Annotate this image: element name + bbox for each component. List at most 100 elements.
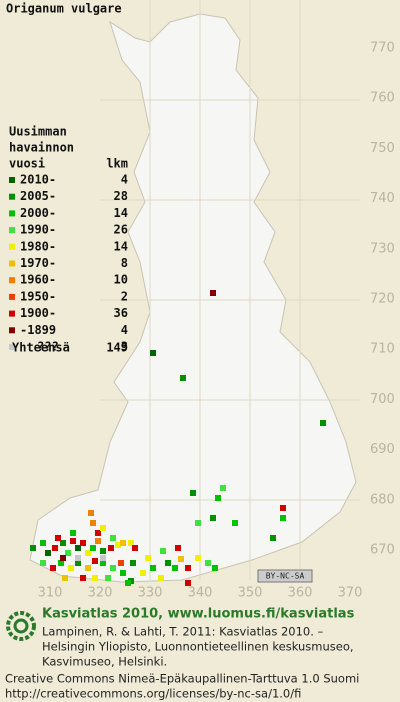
logo-core <box>13 618 29 634</box>
observation-square <box>180 375 186 381</box>
y-axis-label: 720 <box>370 292 395 307</box>
citation: Helsingin Yliopisto, Luonnontieteellinen… <box>42 640 354 654</box>
observation-square <box>195 520 201 526</box>
legend-count: 3 <box>121 340 128 354</box>
license-badge-text: BY-NC-SA <box>266 572 305 581</box>
legend-swatch <box>9 277 15 284</box>
observation-square <box>75 555 81 561</box>
observation-square <box>90 520 96 526</box>
observation-square <box>215 495 221 501</box>
legend-count: 36 <box>114 306 128 320</box>
observation-square <box>160 548 166 554</box>
observation-square <box>108 545 114 551</box>
observation-square <box>158 575 164 581</box>
observation-square <box>220 485 226 491</box>
observation-square <box>58 560 64 566</box>
observation-square <box>185 580 191 586</box>
legend-label: ??? <box>37 340 59 354</box>
observation-square <box>85 550 91 556</box>
observation-square <box>210 515 216 521</box>
x-axis-label: 340 <box>188 586 213 601</box>
legend-label: 1970- <box>20 256 56 270</box>
grid <box>100 0 360 580</box>
legend-count: 10 <box>114 273 128 287</box>
finland-outline <box>29 13 357 583</box>
observation-square <box>150 350 156 356</box>
observation-square <box>90 545 96 551</box>
observation-squares <box>30 290 326 586</box>
x-axis-label: 350 <box>238 586 263 601</box>
observation-square <box>70 538 76 544</box>
license: Creative Commons Nimeä-Epäkaupallinen-Ta… <box>5 672 359 686</box>
legend-swatch <box>9 327 15 334</box>
observation-square <box>110 565 116 571</box>
observation-square <box>100 548 106 554</box>
legend-label: 1950- <box>20 289 56 303</box>
legend-label: 2000- <box>20 206 56 220</box>
legend-count: 28 <box>114 189 128 203</box>
observation-square <box>210 290 216 296</box>
observation-square <box>40 540 46 546</box>
observation-square <box>105 575 111 581</box>
observation-square <box>175 545 181 551</box>
observation-square <box>100 555 106 561</box>
observation-square <box>140 570 146 576</box>
observation-square <box>165 560 171 566</box>
observation-square <box>55 535 61 541</box>
observation-square <box>52 545 58 551</box>
observation-square <box>280 505 286 511</box>
y-axis-label: 770 <box>370 41 395 56</box>
legend-swatch <box>9 227 15 234</box>
observation-square <box>92 558 98 564</box>
observation-square <box>60 555 66 561</box>
observation-square <box>120 540 126 546</box>
legend-label: 1990- <box>20 223 56 237</box>
observation-square <box>232 520 238 526</box>
observation-square <box>75 545 81 551</box>
legend-heading: vuosi <box>9 157 45 171</box>
legend-swatch <box>9 293 15 300</box>
observation-square <box>30 545 36 551</box>
observation-square <box>100 525 106 531</box>
legend-label: 1900- <box>20 306 56 320</box>
observation-square <box>115 542 121 548</box>
observation-square <box>212 565 218 571</box>
legend-heading: havainnon <box>9 141 74 155</box>
observation-square <box>88 510 94 516</box>
legend-count: 14 <box>114 206 128 220</box>
observation-square <box>45 550 51 556</box>
legend-label: 2010- <box>20 173 56 187</box>
title: Origanum vulgare <box>6 2 122 16</box>
x-axis-label: 320 <box>88 586 113 601</box>
legend-count: 8 <box>121 256 128 270</box>
legend-count: 2 <box>121 289 128 303</box>
observation-square <box>100 560 106 566</box>
logo <box>6 611 36 641</box>
legend-swatch <box>9 193 15 200</box>
observation-square <box>195 555 201 561</box>
observation-square <box>118 560 124 566</box>
observation-square <box>320 420 326 426</box>
observation-square <box>60 540 66 546</box>
observation-square <box>68 565 74 571</box>
observation-square <box>62 575 68 581</box>
legend-swatch <box>9 210 15 217</box>
observation-square <box>80 575 86 581</box>
observation-square <box>128 540 134 546</box>
observation-square <box>110 535 116 541</box>
license-badge <box>257 569 313 583</box>
legend-count: 14 <box>114 239 128 253</box>
legend-swatch <box>9 177 15 183</box>
observation-square <box>125 580 131 586</box>
legend-count: 4 <box>121 173 128 187</box>
logo-ring <box>6 611 36 641</box>
observation-square <box>75 560 81 566</box>
total-count: 149 <box>106 341 128 355</box>
observation-square <box>80 540 86 546</box>
citation: Kasvimuseo, Helsinki. <box>42 655 167 669</box>
site-title: Kasviatlas 2010, www.luomus.fi/kasviatla… <box>42 607 355 622</box>
y-axis-label: 760 <box>370 91 395 106</box>
observation-square <box>120 570 126 576</box>
